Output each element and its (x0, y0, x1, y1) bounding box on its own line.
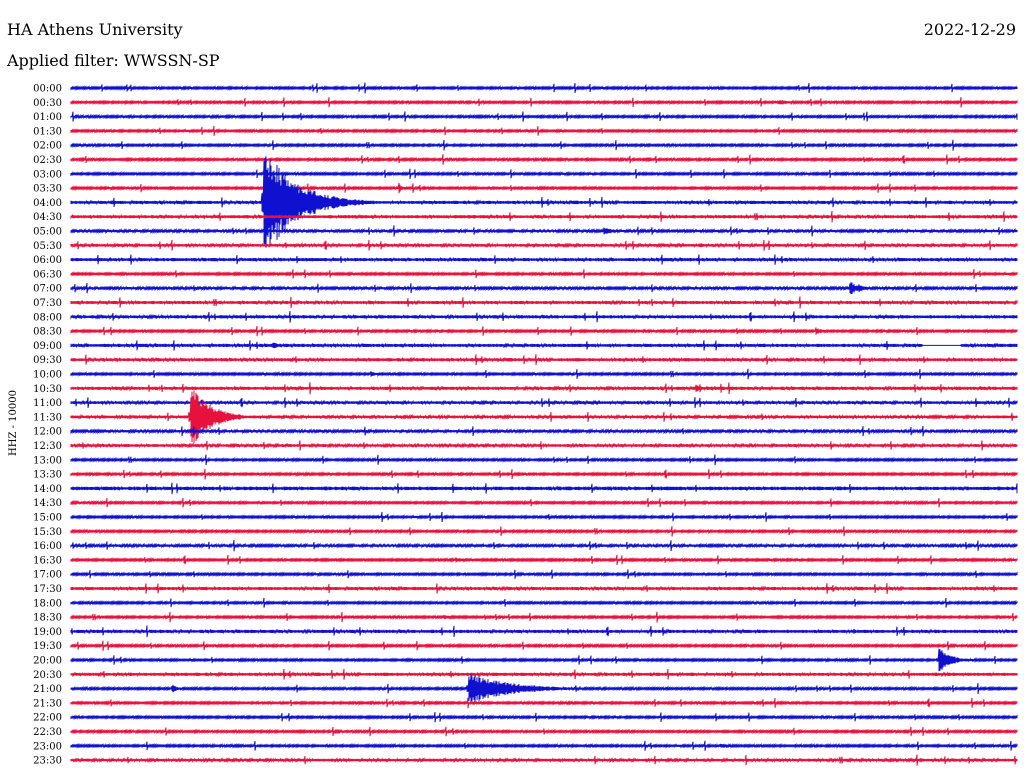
row-time-label: 22:00 (33, 713, 62, 724)
row-time-label: 01:00 (33, 112, 62, 123)
row-time-label: 11:30 (33, 412, 62, 423)
row-time-label: 23:00 (33, 741, 62, 752)
row-time-label: 19:30 (33, 641, 62, 652)
row-time-label: 04:00 (33, 198, 62, 209)
row-time-label: 01:30 (33, 126, 62, 137)
row-time-label: 02:30 (33, 155, 62, 166)
row-time-label: 22:30 (33, 727, 62, 738)
row-time-label: 12:30 (33, 441, 62, 452)
row-time-label: 10:00 (33, 370, 62, 381)
row-time-label: 04:30 (33, 212, 62, 223)
row-time-label: 03:30 (33, 184, 62, 195)
row-time-label: 14:30 (33, 498, 62, 509)
row-time-label: 09:30 (33, 355, 62, 366)
row-time-label: 13:30 (33, 470, 62, 481)
row-time-label: 14:00 (33, 484, 62, 495)
row-time-label: 10:30 (33, 384, 62, 395)
row-time-label: 21:00 (33, 684, 62, 695)
row-time-label: 15:30 (33, 527, 62, 538)
row-time-label: 00:30 (33, 98, 62, 109)
row-time-label: 03:00 (33, 169, 62, 180)
filter-label: Applied filter: WWSSN-SP (7, 51, 220, 70)
row-time-label: 05:30 (33, 241, 62, 252)
row-time-label: 16:30 (33, 555, 62, 566)
row-time-label: 13:00 (33, 455, 62, 466)
row-time-label: 11:00 (33, 398, 62, 409)
row-time-label: 18:30 (33, 613, 62, 624)
row-time-label: 21:30 (33, 698, 62, 709)
row-time-label: 12:00 (33, 427, 62, 438)
station-title: HA Athens University (7, 20, 183, 39)
row-time-label: 16:00 (33, 541, 62, 552)
row-time-label: 19:00 (33, 627, 62, 638)
row-time-label: 07:00 (33, 284, 62, 295)
row-time-label: 15:00 (33, 513, 62, 524)
row-time-label: 05:00 (33, 227, 62, 238)
row-time-label: 06:30 (33, 269, 62, 280)
record-date: 2022-12-29 (923, 20, 1016, 39)
row-time-label: 00:00 (33, 84, 62, 95)
row-time-label: 08:30 (33, 327, 62, 338)
row-time-label: 02:00 (33, 141, 62, 152)
row-time-label: 20:30 (33, 670, 62, 681)
row-time-label: 18:00 (33, 598, 62, 609)
row-time-label: 07:30 (33, 298, 62, 309)
row-time-label: 09:00 (33, 341, 62, 352)
channel-axis-label: HHZ - 10000 (8, 390, 19, 456)
row-time-label: 23:30 (33, 756, 62, 767)
row-time-label: 08:00 (33, 312, 62, 323)
row-time-label: 20:00 (33, 656, 62, 667)
row-time-label: 06:00 (33, 255, 62, 266)
row-time-label: 17:30 (33, 584, 62, 595)
row-time-label: 17:00 (33, 570, 62, 581)
